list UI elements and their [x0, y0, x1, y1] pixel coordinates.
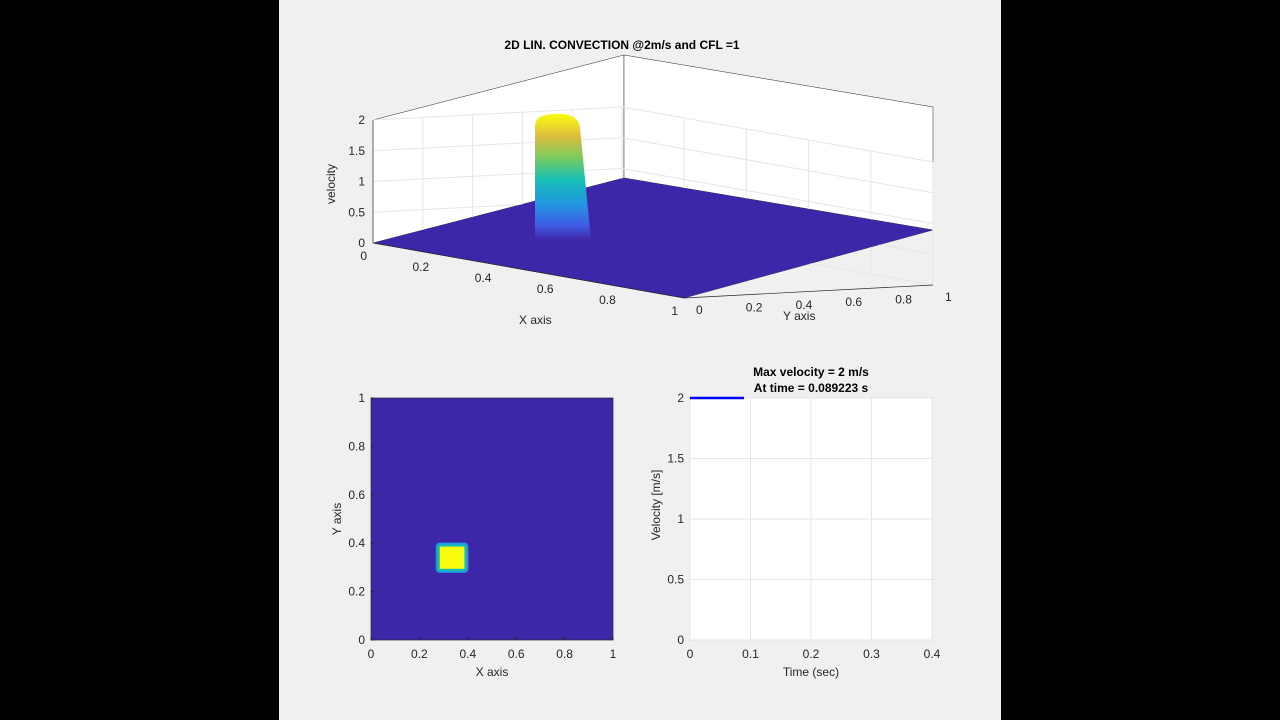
x-tick-label: 0.6	[537, 282, 554, 296]
heatmap-xtick-label: 0.4	[459, 647, 476, 661]
line-xtick-label: 0.4	[924, 647, 941, 661]
line-xtick-label: 0.1	[742, 647, 759, 661]
line-ytick-label: 2	[677, 391, 684, 405]
heatmap-xtick-label: 0.8	[556, 647, 573, 661]
heatmap-area	[370, 397, 614, 641]
x-tick-label: 0	[360, 249, 367, 263]
heatmap-xlabel: X axis	[476, 665, 509, 679]
y-tick-label: 0.4	[796, 298, 813, 312]
heatmap-ticks: 0 0.2 0.4 0.6 0.8 1 0 0.2 0.4 0.6 0.8 1	[348, 391, 616, 661]
line-ytick-label: 0	[677, 633, 684, 647]
line-title-2: At time = 0.089223 s	[754, 381, 869, 395]
z-tick-label: 0	[358, 236, 365, 250]
x-tick-label: 1	[671, 304, 678, 318]
line-ylabel: Velocity [m/s]	[649, 470, 663, 541]
z-tick-label: 0.5	[348, 205, 365, 219]
heatmap-ytick-label: 0.4	[348, 536, 365, 550]
surface-pulse	[535, 113, 591, 240]
x-tick-label: 0.2	[413, 260, 430, 274]
line-xtick-label: 0	[687, 647, 694, 661]
line-plot: Max velocity = 2 m/s At time = 0.089223 …	[649, 365, 941, 679]
heatmap-pulse-core	[439, 546, 465, 569]
line-ytick-label: 1.5	[667, 452, 684, 466]
y-tick-label: 1	[945, 290, 952, 304]
surface-tick-labels: 0 0.5 1 1.5 2 0 0.2 0.4 0.6 0.8 1 0 0.2 0.4 0.6 0.8 1	[348, 113, 952, 318]
y-tick-label: 0.6	[845, 295, 862, 309]
heatmap-ytick-label: 0.8	[348, 439, 365, 453]
line-ticks: 0 0.1 0.2 0.3 0.4 0 0.5 1 1.5 2	[667, 391, 940, 661]
z-tick-label: 1	[358, 175, 365, 189]
line-ytick-label: 0.5	[667, 573, 684, 587]
heatmap-xtick-label: 0	[368, 647, 375, 661]
z-tick-label: 1.5	[348, 144, 365, 158]
line-xtick-label: 0.3	[863, 647, 880, 661]
surface-base	[373, 178, 933, 298]
line-xtick-label: 0.2	[803, 647, 820, 661]
z-tick-label: 2	[358, 113, 365, 127]
line-title-1: Max velocity = 2 m/s	[753, 365, 869, 379]
y-tick-label: 0.8	[895, 293, 912, 307]
x-tick-label: 0.4	[475, 271, 492, 285]
x-tick-label: 0.8	[599, 293, 616, 307]
y-tick-label: 0	[696, 303, 703, 317]
surface-zlabel: velocity	[324, 164, 338, 204]
line-ytick-label: 1	[677, 512, 684, 526]
heatmap-xtick-label: 0.6	[508, 647, 525, 661]
line-grid	[689, 397, 933, 641]
heatmap-plot: 0 0.2 0.4 0.6 0.8 1 0 0.2 0.4 0.6 0.8 1 X axis Y ax…	[330, 391, 617, 679]
heatmap-ytick-label: 1	[358, 391, 365, 405]
line-xlabel: Time (sec)	[783, 665, 839, 679]
surface-title: 2D LIN. CONVECTION @2m/s and CFL =1	[504, 38, 740, 52]
surface-plot: 2D LIN. CONVECTION @2m/s and CFL =1 0 0.5…	[324, 38, 952, 327]
surface-xlabel: X axis	[519, 313, 552, 327]
heatmap-ytick-label: 0.2	[348, 585, 365, 599]
floor-edge	[372, 242, 934, 299]
figure-canvas: 2D LIN. CONVECTION @2m/s and CFL =1 0 0.5…	[324, 38, 952, 679]
y-tick-label: 0.2	[746, 300, 763, 314]
surface-ylabel: Y axis	[783, 309, 815, 323]
heatmap-ylabel: Y axis	[330, 503, 344, 535]
heatmap-xtick-label: 1	[610, 647, 617, 661]
heatmap-pulse	[435, 542, 469, 573]
matlab-figure: 2D LIN. CONVECTION @2m/s and CFL =1 0 0.5…	[279, 0, 1001, 720]
heatmap-ytick-label: 0	[358, 633, 365, 647]
heatmap-xtick-label: 0.2	[411, 647, 428, 661]
heatmap-ytick-label: 0.6	[348, 488, 365, 502]
